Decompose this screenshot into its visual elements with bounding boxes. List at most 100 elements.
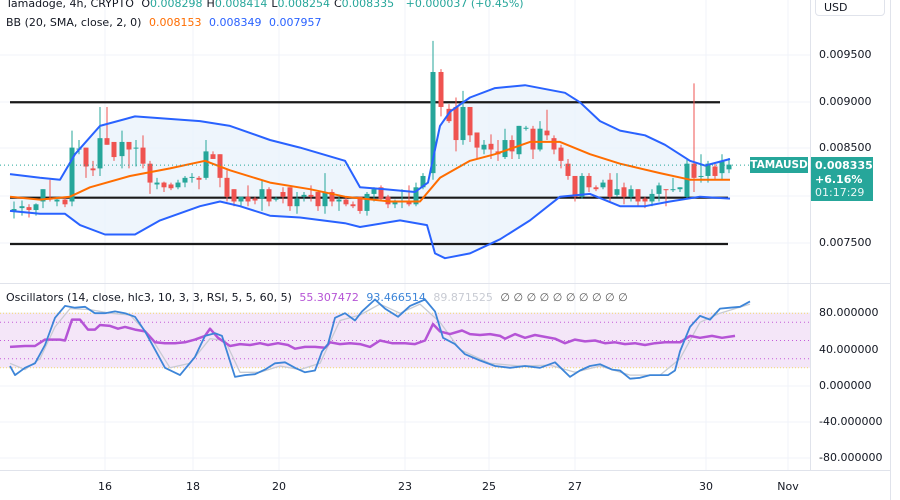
time-tick: 23 (398, 480, 412, 493)
candle (621, 182, 627, 205)
candle (635, 189, 641, 207)
oscillator-tick: 40.000000 (819, 343, 879, 356)
candle (26, 204, 32, 218)
time-tick: 16 (98, 480, 112, 493)
candle (161, 181, 167, 193)
candle (628, 185, 634, 202)
candle (357, 196, 363, 214)
candle (210, 151, 216, 159)
candle (308, 185, 314, 202)
candle (19, 200, 25, 216)
candle (343, 196, 349, 207)
oscillator-tick: 0.000000 (819, 379, 872, 392)
candle (140, 135, 146, 169)
candlestick-chart[interactable] (0, 0, 810, 283)
candle (413, 182, 419, 207)
rsi-value: 55.307472 (299, 291, 359, 304)
price-chart-pane[interactable]: Tamadoge, 4h, CRYPTO O0.008298 H0.008414 L… (0, 0, 810, 283)
ohlc-h: H0.008414 (206, 0, 268, 10)
candle (322, 173, 328, 214)
price-tick: 0.008500 (819, 141, 872, 154)
stoch-k-value: 93.466514 (366, 291, 426, 304)
candle (572, 175, 578, 202)
time-tick: 27 (568, 480, 582, 493)
ohlc-values: O0.008298 H0.008414 L0.008254 C0.008335 (141, 0, 398, 10)
candle (280, 187, 286, 204)
candle (516, 125, 522, 159)
bb-legend[interactable]: BB (20, SMA, close, 2, 0) 0.008153 0.008… (6, 16, 325, 29)
candle (111, 141, 117, 161)
oscillator-label: Oscillators (14, close, hlc3, 10, 3, 3, … (6, 291, 292, 304)
candle (294, 192, 300, 214)
candle (252, 196, 258, 205)
candle (104, 106, 110, 145)
candle (614, 173, 620, 197)
time-tick: Nov (777, 480, 799, 493)
candle (273, 196, 279, 202)
candle (245, 185, 251, 207)
price-axis[interactable]: USD 0.009500 0.009000 0.008500 0.007500 0.0… (810, 0, 891, 283)
candle (287, 187, 293, 211)
candle (523, 125, 529, 131)
candle (537, 121, 543, 152)
candle (663, 189, 669, 207)
candle (719, 154, 725, 180)
time-tick: 20 (272, 480, 286, 493)
candle (593, 185, 599, 192)
oscillator-tick: -40.000000 (819, 415, 883, 428)
time-tick: 25 (482, 480, 496, 493)
oscillator-pane[interactable]: Oscillators (14, close, hlc3, 10, 3, 3, … (0, 284, 810, 470)
candle (670, 177, 676, 193)
oscillator-tick: -80.000000 (819, 451, 883, 464)
candle (90, 160, 96, 176)
ohlc-c: C0.008335 (333, 0, 395, 10)
price-tick: 0.009500 (819, 48, 872, 61)
candle (62, 196, 68, 208)
oscillator-chart[interactable] (0, 284, 810, 470)
candle (336, 196, 342, 211)
candle (329, 189, 335, 207)
time-tick: 30 (699, 480, 713, 493)
candle (607, 173, 613, 202)
oscillator-axis[interactable]: 80.000000 40.000000 0.000000 -40.000000 -80.… (810, 284, 891, 470)
candle (364, 192, 370, 216)
candle (406, 185, 412, 207)
candle (266, 187, 272, 207)
candle (698, 154, 704, 183)
oscillator-legend[interactable]: Oscillators (14, close, hlc3, 10, 3, 3, … (6, 291, 632, 304)
candle (474, 132, 480, 159)
candle (460, 90, 466, 145)
time-tick: 18 (186, 480, 200, 493)
bb-lower-value: 0.007957 (268, 16, 322, 29)
candle (712, 163, 718, 180)
bb-label: BB (20, SMA, close, 2, 0) (6, 16, 142, 29)
currency-selector[interactable]: USD (815, 0, 885, 16)
candle (586, 173, 592, 193)
candle (182, 175, 188, 188)
candle (544, 109, 550, 141)
candle (315, 192, 321, 211)
candle (481, 140, 487, 155)
candle (203, 140, 209, 180)
last-price-label: 0.008335 +6.16% 01:17:29 (811, 157, 873, 201)
candle (467, 106, 473, 142)
candle (168, 182, 174, 191)
candle (656, 182, 662, 202)
candle (126, 141, 132, 169)
bar-countdown: 01:17:29 (815, 186, 865, 199)
candle (600, 179, 606, 190)
candle (196, 175, 202, 190)
candle (565, 158, 571, 180)
pane-divider[interactable] (0, 283, 890, 284)
candle (350, 201, 356, 209)
candle (224, 170, 230, 202)
candle (238, 196, 244, 207)
candle (133, 140, 139, 167)
last-change-pct: +6.16% (815, 172, 863, 186)
candle (509, 135, 515, 159)
candle (677, 187, 683, 193)
ohlc-o: O0.008298 (141, 0, 203, 10)
candle (691, 83, 697, 193)
symbol-title: Tamadoge, 4h, CRYPTO (6, 0, 134, 10)
time-axis[interactable]: 16 18 20 23 25 27 30 Nov (0, 470, 890, 500)
